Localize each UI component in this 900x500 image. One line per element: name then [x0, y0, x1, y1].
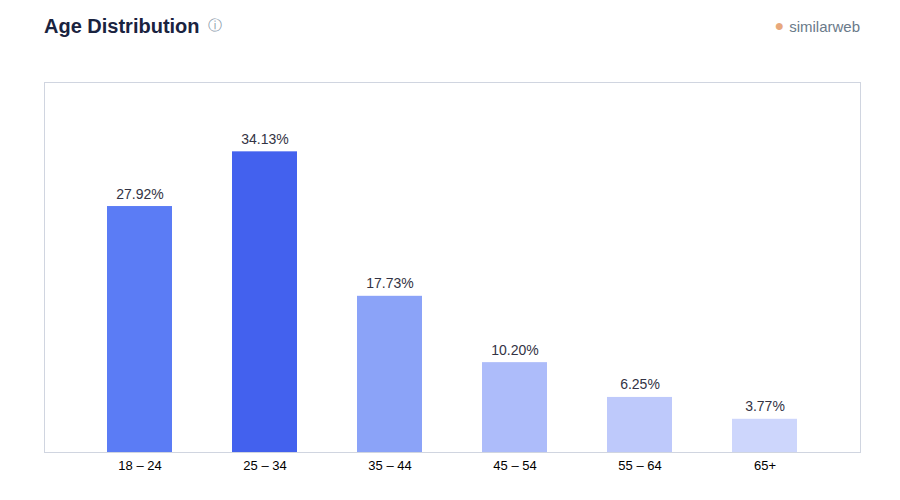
svg-text:45 – 54: 45 – 54 — [493, 458, 536, 473]
svg-text:55 – 64: 55 – 64 — [618, 458, 661, 473]
svg-text:17.73%: 17.73% — [366, 275, 413, 291]
svg-text:25 – 34: 25 – 34 — [243, 458, 286, 473]
svg-text:6.25%: 6.25% — [620, 376, 660, 392]
svg-text:3.77%: 3.77% — [745, 398, 785, 414]
svg-text:10.20%: 10.20% — [491, 342, 538, 358]
svg-text:34.13%: 34.13% — [241, 131, 288, 147]
html-text:● similarweb: ● similarweb — [774, 17, 860, 35]
html-text:Age Distribution ⓘ: Age Distribution ⓘ — [44, 14, 222, 37]
svg-text:18 – 24: 18 – 24 — [118, 458, 161, 473]
svg-text:65+: 65+ — [754, 458, 776, 473]
svg-text:35 – 44: 35 – 44 — [368, 458, 411, 473]
svg-text:27.92%: 27.92% — [116, 186, 163, 202]
